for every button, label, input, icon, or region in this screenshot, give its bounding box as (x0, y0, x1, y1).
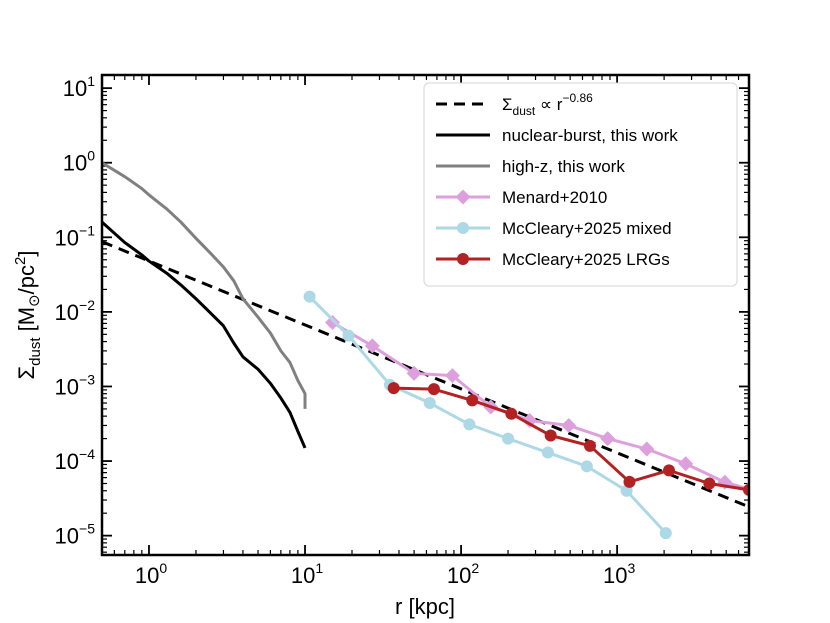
y-axis-title-per: /pc (14, 265, 39, 294)
legend-label: McCleary+2025 mixed (502, 219, 672, 238)
data-point (463, 418, 476, 431)
data-point (678, 456, 694, 472)
data-point (303, 290, 316, 303)
data-point (522, 412, 538, 428)
legend-item: nuclear-burst, this work (436, 126, 678, 145)
y-axis-title-exp: 2 (12, 257, 29, 265)
data-point (623, 475, 636, 488)
data-point (342, 329, 355, 342)
legend-marker (457, 253, 469, 265)
legend-item: Menard+2010 (436, 188, 607, 207)
legend-label: high-z, this work (502, 157, 625, 176)
series-line (393, 386, 749, 492)
data-point (639, 441, 655, 457)
series-1 (102, 220, 307, 449)
y-tick-label: 10−4 (55, 446, 96, 474)
legend-item: Σdust ∝ r−0.86 (436, 91, 593, 118)
legend-marker (457, 222, 469, 234)
series-3 (325, 315, 749, 497)
data-point (502, 432, 515, 445)
y-tick-label: 10−1 (55, 222, 96, 250)
x-tick-label: 100 (135, 560, 167, 588)
y-axis-title-sub: dust (27, 337, 44, 366)
legend-label: nuclear-burst, this work (502, 126, 678, 145)
y-tick-label: 10−3 (55, 371, 96, 399)
data-point (541, 446, 554, 459)
series-2 (102, 161, 307, 409)
series-line (102, 161, 307, 409)
data-point (423, 397, 436, 410)
legend-label: McCleary+2025 LRGs (502, 250, 670, 269)
y-axis-title-unit: [M (14, 307, 39, 338)
series-line (308, 295, 667, 535)
data-point (561, 417, 577, 433)
x-tick-label: 101 (291, 560, 323, 588)
legend-marker (455, 189, 471, 205)
x-tick-label: 102 (447, 560, 479, 588)
y-tick-label: 10−2 (55, 297, 96, 325)
y-axis-title-symbol: Σ (14, 366, 39, 380)
legend-label: Menard+2010 (502, 188, 607, 207)
data-point (583, 439, 596, 452)
legend-item: McCleary+2025 LRGs (436, 250, 670, 269)
data-point (325, 315, 341, 331)
legend-label: Σdust ∝ r−0.86 (502, 91, 593, 118)
data-point (444, 368, 460, 384)
data-point (427, 383, 440, 396)
y-tick-label: 100 (63, 148, 95, 176)
data-point (364, 338, 380, 354)
y-tick-label: 10−5 (55, 521, 96, 549)
y-tick-label: 101 (63, 73, 95, 101)
data-point (406, 365, 422, 381)
data-point (580, 460, 593, 473)
data-point (466, 394, 479, 407)
y-axis-title-sun: ⊙ (26, 294, 43, 307)
data-point (662, 464, 675, 477)
data-point (659, 527, 672, 540)
data-point (387, 382, 400, 395)
legend-box (423, 82, 738, 287)
x-axis-title: r [kpc] (395, 594, 455, 619)
data-point (703, 477, 716, 490)
legend-item: McCleary+2025 mixed (436, 219, 672, 238)
series-4 (303, 290, 672, 540)
data-point (505, 407, 518, 420)
series-line (331, 321, 749, 491)
y-axis-title: Σdust [M⊙/pc2] (12, 251, 44, 380)
series-5 (387, 382, 749, 496)
data-point (743, 483, 749, 496)
y-axis-title-close: ] (14, 251, 39, 257)
legend-item: high-z, this work (436, 157, 625, 176)
series-line (102, 220, 307, 449)
data-point (600, 431, 616, 447)
x-tick-label: 103 (603, 560, 635, 588)
data-point (544, 429, 557, 442)
plot-frame (100, 73, 751, 557)
